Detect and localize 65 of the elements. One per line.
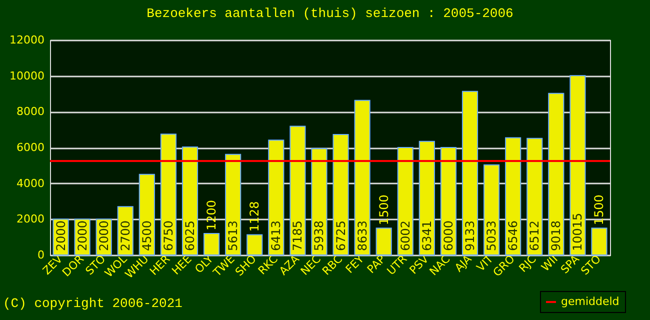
data-label: 4500 <box>140 220 154 251</box>
bar <box>462 90 478 256</box>
x-tick-label: RKC <box>256 252 281 278</box>
data-label: 1500 <box>376 194 391 226</box>
data-label: 2700 <box>118 220 132 251</box>
bar <box>182 146 198 256</box>
bar <box>332 134 349 256</box>
data-label: 1128 <box>248 201 262 232</box>
y-tick-label: 12000 <box>10 34 44 46</box>
data-label: 7185 <box>290 220 305 251</box>
bar <box>225 154 242 256</box>
bar <box>440 147 456 256</box>
x-tick-label: SPA <box>558 252 582 276</box>
bar <box>484 164 500 256</box>
data-label: 10015 <box>570 212 585 251</box>
data-label: 5938 <box>312 220 326 251</box>
x-tick-label: FEY <box>343 252 367 276</box>
bar <box>526 138 543 256</box>
bar <box>311 148 328 256</box>
y-tick-label: 10000 <box>10 69 44 82</box>
x-tick-label: WII <box>538 252 560 274</box>
x-tick-label: UTR <box>384 252 410 278</box>
chart-title: Bezoekers aantallen (thuis) seizoen : 2005-2006 <box>146 6 514 21</box>
data-label: 5613 <box>226 220 240 251</box>
bar <box>268 140 284 256</box>
data-label: 5033 <box>484 220 499 251</box>
data-label: 6512 <box>528 220 542 251</box>
bar <box>548 92 564 256</box>
data-label: 6546 <box>506 220 520 251</box>
data-label: 9018 <box>549 220 564 251</box>
y-tick-label: 0 <box>38 248 44 262</box>
data-label: 6725 <box>334 220 348 251</box>
bar <box>290 126 306 256</box>
bar <box>591 228 608 256</box>
x-tick-label: HEE <box>169 252 194 278</box>
text: (C) copyright 2006-2021 <box>3 296 183 311</box>
bar <box>376 228 392 256</box>
y-tick-label: 6000 <box>16 141 44 154</box>
y-tick-label: 4000 <box>16 176 44 190</box>
bar <box>570 75 586 256</box>
data-label: 1500 <box>592 194 606 226</box>
y-tick-label: 2000 <box>16 212 44 226</box>
data-label: 6000 <box>441 220 456 251</box>
bar <box>246 234 263 256</box>
bar <box>354 100 370 256</box>
data-label: 6341 <box>420 220 434 251</box>
bar <box>505 137 522 256</box>
bar <box>160 134 176 256</box>
data-label: 8633 <box>355 220 370 251</box>
data-label: 1200 <box>204 200 219 230</box>
bar <box>397 146 414 256</box>
data-label: 2000 <box>54 220 68 251</box>
data-label: 6025 <box>183 220 197 251</box>
bar <box>418 140 435 256</box>
data-label: 2000 <box>96 220 111 251</box>
y-tick-label: 8000 <box>16 105 44 118</box>
data-label: 2000 <box>75 220 90 251</box>
data-label: 6002 <box>398 220 412 251</box>
bar <box>204 233 220 256</box>
data-label: 9133 <box>463 220 477 251</box>
data-label: 6750 <box>161 220 176 251</box>
legend-label: gemiddeld <box>561 295 620 308</box>
x-tick-label: AJA <box>452 252 475 275</box>
data-label: 6413 <box>269 220 284 251</box>
x-tick-label: RJC <box>516 252 540 275</box>
